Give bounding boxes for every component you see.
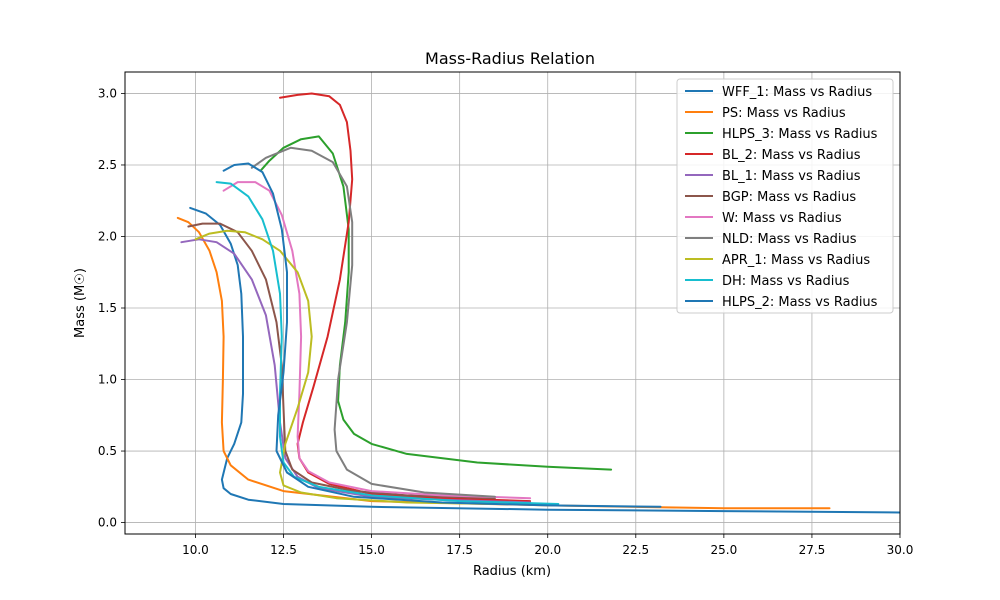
series-line-8 bbox=[250, 146, 496, 498]
y-tick-label: 2.0 bbox=[98, 229, 117, 243]
legend-label: DH: Mass vs Radius bbox=[722, 274, 850, 289]
y-axis-label: Mass (M☉) bbox=[73, 268, 88, 338]
y-tick-label: 2.5 bbox=[98, 158, 117, 172]
legend-label: HLPS_3: Mass vs Radius bbox=[722, 127, 878, 142]
y-tick-label: 0.5 bbox=[98, 444, 117, 458]
legend: WFF_1: Mass vs Radius PS: Mass vs Radius H… bbox=[676, 78, 894, 314]
legend-label: PS: Mass vs Radius bbox=[722, 106, 846, 121]
legend-label: BGP: Mass vs Radius bbox=[722, 190, 856, 205]
plot-frame bbox=[124, 71, 901, 535]
legend-label: BL_1: Mass vs Radius bbox=[722, 169, 861, 184]
y-tick-label: 3.0 bbox=[98, 86, 117, 100]
legend-label: APR_1: Mass vs Radius bbox=[722, 253, 870, 268]
series-line-7 bbox=[222, 181, 532, 500]
series-line-9 bbox=[194, 229, 496, 505]
legend-label: WFF_1: Mass vs Radius bbox=[722, 85, 872, 100]
x-tick-label: 20.0 bbox=[534, 543, 561, 557]
x-tick-label: 17.5 bbox=[446, 543, 473, 557]
legend-items: WFF_1: Mass vs Radius PS: Mass vs Radius H… bbox=[685, 85, 878, 310]
y-tick-label: 1.5 bbox=[98, 301, 117, 315]
legend-label: W: Mass vs Radius bbox=[722, 211, 842, 226]
x-tick-label: 15.0 bbox=[358, 543, 385, 557]
x-tick-label: 12.5 bbox=[270, 543, 297, 557]
legend-box bbox=[676, 78, 894, 314]
series-line-5 bbox=[180, 238, 532, 504]
y-tick-label: 1.0 bbox=[98, 373, 117, 387]
chart-title: Mass-Radius Relation bbox=[425, 49, 595, 68]
x-tick-label: 27.5 bbox=[799, 543, 826, 557]
series-line-1 bbox=[189, 206, 900, 514]
series-line-4 bbox=[279, 92, 532, 503]
x-tick-label: 30.0 bbox=[887, 543, 914, 557]
x-tick-label: 25.0 bbox=[711, 543, 738, 557]
legend-label: HLPS_2: Mass vs Radius bbox=[722, 295, 878, 310]
series-line-11 bbox=[222, 162, 662, 508]
axis-ticks: 10.0 12.5 15.0 17.5 20.0 22.5 25.0 27.5 30.0 0.0 0… bbox=[98, 86, 913, 557]
x-axis-label: Radius (km) bbox=[473, 564, 551, 579]
x-tick-label: 10.0 bbox=[182, 543, 209, 557]
series-line-3 bbox=[259, 135, 613, 471]
x-tick-label: 22.5 bbox=[622, 543, 649, 557]
legend-label: NLD: Mass vs Radius bbox=[722, 232, 857, 247]
legend-label: BL_2: Mass vs Radius bbox=[722, 148, 861, 163]
y-tick-label: 0.0 bbox=[98, 516, 117, 530]
series-lines bbox=[176, 92, 900, 514]
